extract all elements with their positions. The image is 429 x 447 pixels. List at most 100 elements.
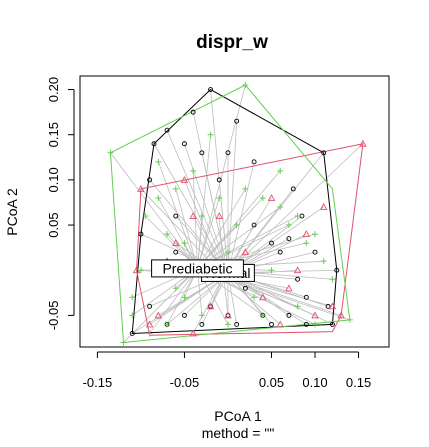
data-point (224, 249, 231, 256)
centroid-label-box (151, 259, 244, 278)
data-point (277, 203, 284, 210)
data-point (346, 316, 353, 323)
y-tick-label: 0.20 (46, 77, 61, 102)
hull-normal (131, 88, 338, 334)
data-point (146, 330, 153, 337)
data-point (138, 231, 144, 237)
chart-title: dispr_w (196, 32, 268, 53)
hull-prediabetic (109, 84, 351, 344)
spoke-line (197, 84, 246, 269)
data-point (172, 285, 179, 292)
y-tick-label: 0.15 (46, 122, 61, 147)
data-point (180, 175, 189, 183)
data-point (259, 194, 266, 201)
spoke-line (153, 143, 229, 274)
spoke-line (197, 197, 264, 269)
centroid-label-text: Prediabetic (162, 260, 232, 276)
data-point (129, 312, 136, 319)
data-point (269, 321, 274, 327)
data-point (145, 320, 154, 328)
data-point (312, 249, 318, 255)
data-point (233, 222, 240, 229)
data-point (319, 203, 328, 210)
data-point (198, 213, 205, 220)
data-point (224, 311, 232, 319)
spoke-line (110, 152, 198, 269)
data-point (155, 194, 162, 201)
plot-frame (79, 75, 390, 348)
data-point (302, 230, 311, 238)
data-point (334, 267, 340, 273)
spoke-line (197, 134, 211, 269)
data-point (154, 311, 163, 319)
data-point (182, 312, 187, 318)
data-point (276, 320, 284, 328)
data-point (286, 312, 292, 318)
data-point (199, 321, 205, 327)
data-point (181, 294, 188, 301)
data-point (164, 231, 171, 238)
spoke-line (158, 275, 224, 316)
data-point (294, 303, 301, 310)
data-point (303, 321, 309, 327)
x-tick-label: -0.05 (170, 375, 200, 390)
data-point (277, 167, 284, 174)
x-tick-label: 0.10 (302, 375, 327, 390)
data-point (216, 177, 222, 183)
data-point (251, 159, 257, 165)
plot-area: NormalPrediabetic (107, 82, 367, 346)
data-point (294, 213, 301, 220)
data-point (259, 293, 267, 301)
data-point (215, 212, 224, 219)
data-point (225, 150, 231, 156)
data-point (312, 321, 319, 328)
spoke-line (218, 179, 229, 273)
x-axis: -0.15 -0.05 0.05 0.10 0.15 (83, 351, 371, 390)
data-point (242, 82, 249, 89)
data-point (147, 303, 153, 309)
x-axis-sublabel: method = "" (202, 425, 275, 441)
data-point (182, 141, 187, 147)
x-tick-label: -0.15 (83, 375, 113, 390)
data-point (242, 185, 249, 192)
data-point (107, 149, 114, 156)
data-point (311, 311, 319, 319)
data-point (337, 311, 345, 319)
data-point (241, 248, 250, 256)
data-point (155, 158, 162, 165)
data-point (208, 87, 214, 93)
data-point (303, 240, 310, 247)
spoke-line (197, 170, 281, 269)
data-point (303, 294, 309, 300)
data-point (190, 109, 196, 115)
spoke-line (197, 188, 246, 269)
data-point (295, 276, 301, 282)
data-point (268, 267, 275, 274)
data-point (142, 213, 149, 220)
y-tick-label: 0.10 (46, 167, 61, 192)
data-point (173, 249, 179, 255)
data-point (277, 249, 283, 255)
spoke-line (227, 152, 325, 274)
data-point (259, 312, 266, 319)
data-point (269, 240, 274, 246)
data-point (216, 194, 223, 201)
x-axis-label: PCoA 1 (214, 408, 262, 424)
spoke-line (166, 268, 198, 325)
data-point (189, 212, 197, 219)
x-tick-label: 0.05 (259, 375, 284, 390)
y-axis-label: PCoA 2 (4, 188, 20, 236)
centroid-label-prediabetic: Prediabetic (151, 259, 244, 278)
data-point (267, 194, 276, 201)
data-point (120, 339, 127, 346)
data-point (251, 294, 258, 301)
data-point (234, 321, 240, 327)
spoke-line (157, 197, 198, 269)
data-point (137, 184, 145, 192)
data-point (129, 294, 136, 301)
spoke-line (175, 188, 198, 269)
data-point (293, 266, 302, 274)
spoke-line (227, 121, 238, 273)
spoke-line (192, 275, 224, 334)
